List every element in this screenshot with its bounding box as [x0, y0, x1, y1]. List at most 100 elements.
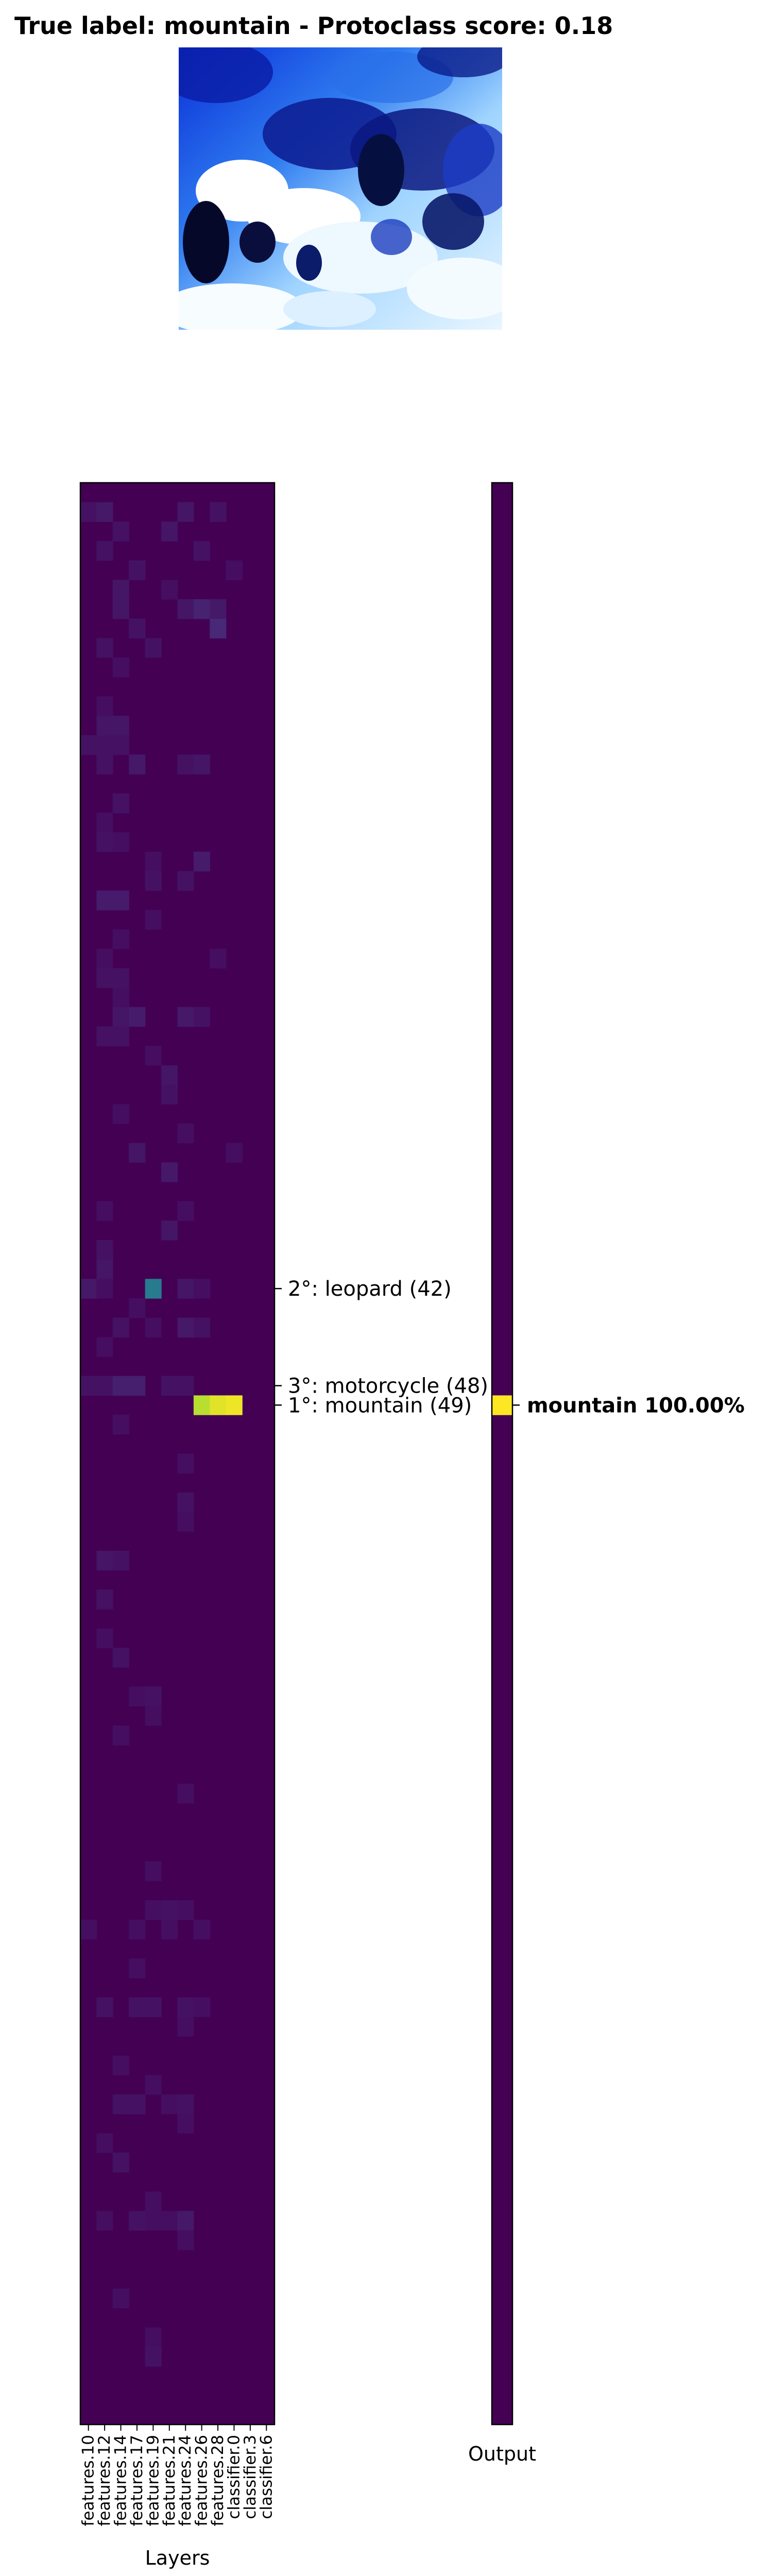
heatmap-cell — [112, 1317, 129, 1337]
heatmap-cell — [129, 618, 146, 639]
heatmap-cell — [177, 1997, 194, 2018]
heatmap-cell — [145, 1046, 162, 1066]
x-tick-label: features.28 — [209, 2435, 227, 2526]
heatmap-cell — [96, 754, 113, 774]
heatmap-cell — [145, 1317, 162, 1337]
heatmap-cell — [177, 1123, 194, 1144]
heatmap-cell — [112, 968, 129, 988]
heatmap-cell — [96, 832, 113, 852]
heatmap-cell — [96, 735, 113, 755]
x-axis-label: Layers — [145, 2547, 210, 2569]
heatmap-cell — [96, 1259, 113, 1279]
heatmap-cell — [129, 754, 146, 774]
heatmap-cell — [112, 987, 129, 1008]
heatmap-cell — [96, 890, 113, 910]
heatmap-cell — [96, 638, 113, 658]
heatmap-cell — [177, 1512, 194, 1532]
heatmap-cell — [96, 1589, 113, 1609]
heatmap-cell — [129, 1958, 146, 1978]
heatmap-cell — [129, 1686, 146, 1707]
heatmap-cell — [145, 1279, 162, 1299]
heatmap-cell — [112, 929, 129, 950]
heatmap-cell — [96, 1026, 113, 1046]
heatmap-cell — [193, 1317, 210, 1337]
heatmap-cell — [145, 2211, 162, 2231]
heatmap-cell — [226, 1395, 243, 1415]
heatmap-cell — [226, 560, 243, 581]
heatmap-cell — [177, 2094, 194, 2114]
heatmap-cell — [226, 1143, 243, 1163]
x-tick-label: features.10 — [79, 2435, 98, 2526]
output-cell — [492, 1395, 512, 1415]
heatmap-cell — [96, 812, 113, 833]
heatmap-cell — [177, 871, 194, 891]
heatmap-cell — [177, 1007, 194, 1027]
heatmap-cell — [129, 560, 146, 581]
x-tick-label: features.19 — [144, 2435, 162, 2526]
x-tick-label: features.12 — [95, 2435, 114, 2526]
x-tick-label: classifier.3 — [241, 2435, 260, 2519]
heatmap-cell — [177, 2211, 194, 2231]
heatmap-cell — [161, 1162, 178, 1182]
heatmap-cell — [193, 541, 210, 561]
heatmap-cell — [112, 1026, 129, 1046]
heatmap-cell — [177, 1453, 194, 1473]
heatmap-cell — [177, 1279, 194, 1299]
heatmap-cell — [112, 521, 129, 541]
heatmap-cell — [161, 1221, 178, 1241]
heatmap-cell — [96, 716, 113, 736]
heatmap-cell — [112, 1550, 129, 1571]
heatmap-cell — [129, 1997, 146, 2018]
heatmap-cell — [129, 1143, 146, 1163]
heatmap-cell — [193, 1997, 210, 2018]
x-axis-ticks: features.10features.12features.14feature… — [79, 2425, 276, 2526]
heatmap-cell — [177, 1201, 194, 1221]
heatmap-cell — [96, 1240, 113, 1260]
heatmap-cell — [129, 1298, 146, 1318]
x-tick-label: features.24 — [176, 2435, 195, 2526]
heatmap-cell — [112, 1415, 129, 1435]
heatmap-cell — [129, 2211, 146, 2231]
heatmap-cell — [96, 1376, 113, 1396]
heatmap-cell — [145, 1686, 162, 1707]
heatmap-frame — [79, 482, 276, 2426]
heatmap-cell — [112, 735, 129, 755]
heatmap-cell — [112, 2153, 129, 2173]
x-tick-label: features.17 — [128, 2435, 146, 2526]
heatmap-cell — [177, 1900, 194, 1920]
heatmap-cell — [80, 1279, 97, 1299]
heatmap-cell — [112, 716, 129, 736]
heatmap-cell — [145, 871, 162, 891]
output-axis-label: Output — [468, 2443, 536, 2465]
heatmap-cell — [112, 2289, 129, 2309]
chart-title: True label: mountain - Protoclass score:… — [14, 12, 613, 40]
heatmap-cell — [161, 521, 178, 541]
heatmap-cell — [161, 1065, 178, 1085]
heatmap-cell — [112, 890, 129, 910]
heatmap-cell — [161, 2094, 178, 2114]
heatmap-cell — [145, 1861, 162, 1882]
heatmap-cell — [96, 968, 113, 988]
heatmap-cell — [193, 1920, 210, 1940]
heatmap-cell — [177, 1492, 194, 1513]
heatmap-cell — [210, 502, 227, 522]
output-bar-frame — [491, 482, 513, 2426]
heatmap-cell — [96, 1337, 113, 1357]
heatmap-cell — [96, 1550, 113, 1571]
heatmap-cell — [177, 754, 194, 774]
heatmap-cell — [112, 832, 129, 852]
heatmap-cell — [210, 599, 227, 619]
heatmap-cell — [145, 2327, 162, 2347]
x-tick-label: features.26 — [193, 2435, 211, 2526]
heatmap-cell — [161, 1920, 178, 1940]
heatmap-cell — [80, 735, 97, 755]
heatmap-cell — [112, 2055, 129, 2076]
heatmap-cell — [177, 2230, 194, 2250]
heatmap-cell — [145, 1997, 162, 2018]
heatmap-cell — [193, 754, 210, 774]
heatmap-cell — [145, 2191, 162, 2212]
annotations: 2°: leopard (42) 3°: motorcycle (48)1°: m… — [275, 1277, 488, 1417]
heatmap-cell — [161, 1084, 178, 1105]
heatmap-cell — [96, 502, 113, 522]
heatmap-cell — [193, 1395, 210, 1415]
